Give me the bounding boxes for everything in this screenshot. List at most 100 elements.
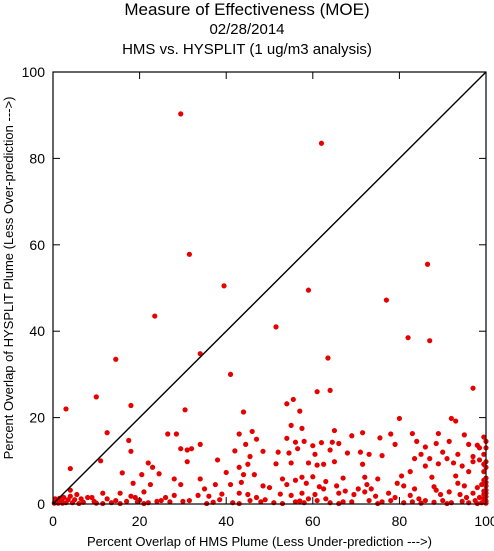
data-point — [340, 475, 346, 481]
data-point — [74, 491, 80, 498]
data-point — [182, 407, 188, 413]
data-point — [104, 430, 110, 436]
data-point — [132, 494, 138, 501]
data-point — [292, 439, 299, 445]
data-point — [318, 140, 325, 146]
data-point — [407, 492, 413, 498]
data-point — [253, 436, 260, 442]
data-point — [470, 459, 476, 465]
data-point — [275, 449, 281, 455]
data-point — [186, 497, 192, 504]
data-point — [117, 490, 123, 496]
data-point — [450, 460, 457, 466]
data-point — [214, 457, 221, 463]
data-point — [247, 453, 253, 460]
x-tick-label: 60 — [305, 513, 321, 529]
data-point — [197, 476, 203, 482]
data-point — [349, 433, 355, 439]
y-tick-label: 100 — [22, 64, 46, 80]
data-point — [455, 451, 461, 457]
data-point — [323, 478, 329, 485]
data-point — [388, 431, 394, 437]
data-point — [258, 499, 264, 505]
data-point — [392, 494, 398, 501]
data-point — [284, 435, 290, 441]
data-point — [314, 497, 320, 504]
chart-subtitle-analysis: HMS vs. HYSPLIT (1 ug/m3 analysis) — [122, 41, 372, 58]
data-point — [476, 494, 483, 501]
data-point — [119, 470, 125, 476]
data-point — [385, 490, 392, 496]
data-point — [98, 458, 104, 464]
data-point — [351, 491, 357, 498]
data-point — [336, 490, 342, 496]
data-point — [422, 444, 428, 450]
x-axis-label: Percent Overlap of HMS Plume (Less Under… — [87, 534, 432, 549]
data-point — [243, 441, 249, 447]
data-point — [362, 489, 368, 495]
data-point — [435, 461, 441, 467]
data-point — [394, 480, 400, 486]
data-point — [130, 480, 136, 486]
data-point — [310, 443, 316, 449]
data-point — [286, 450, 292, 456]
data-point — [227, 481, 234, 488]
data-point — [128, 493, 134, 499]
data-point — [310, 474, 316, 480]
data-point — [156, 471, 162, 477]
data-point — [312, 491, 318, 498]
data-point — [292, 477, 299, 483]
data-point — [362, 474, 368, 480]
ticks-layer: 0 20 40 60 80 100 0 20 40 60 80 100 — [22, 64, 494, 529]
data-point — [427, 456, 433, 462]
data-point — [481, 469, 487, 475]
data-point — [173, 431, 180, 437]
data-point — [321, 486, 327, 492]
data-point — [100, 490, 106, 496]
data-point — [288, 460, 294, 466]
data-point — [422, 463, 428, 469]
data-point — [288, 492, 294, 498]
data-point — [455, 480, 461, 486]
data-point — [312, 451, 318, 457]
data-point — [188, 446, 195, 452]
data-point — [377, 435, 383, 441]
data-point — [481, 488, 487, 494]
data-point — [411, 486, 418, 492]
data-point — [219, 491, 225, 497]
data-point — [476, 445, 483, 451]
data-point — [323, 496, 329, 502]
data-point — [331, 427, 338, 434]
x-tick-label: 20 — [132, 513, 148, 529]
data-point — [236, 490, 242, 496]
data-point — [470, 453, 476, 460]
data-point — [453, 418, 459, 424]
data-point — [372, 493, 379, 499]
data-point — [379, 453, 385, 459]
data-point — [375, 476, 381, 482]
data-point — [422, 497, 428, 504]
data-point — [474, 484, 480, 491]
data-point — [292, 499, 299, 505]
data-point — [440, 449, 446, 455]
data-point — [453, 473, 459, 479]
data-point — [325, 355, 331, 361]
data-point — [331, 459, 338, 465]
data-point — [305, 287, 312, 293]
data-point — [446, 438, 452, 444]
data-point — [481, 451, 487, 457]
data-point — [184, 459, 190, 465]
data-point — [128, 402, 134, 409]
data-point — [273, 324, 279, 330]
data-point — [184, 447, 190, 453]
x-tick-label: 100 — [474, 513, 494, 529]
y-tick-label: 0 — [37, 496, 45, 512]
data-point — [463, 494, 470, 501]
data-point — [414, 438, 420, 444]
chart-subtitle-date: 02/28/2014 — [209, 21, 285, 38]
data-point — [409, 499, 415, 505]
data-point — [336, 440, 342, 447]
plot-frame — [52, 71, 487, 505]
data-point — [340, 499, 346, 505]
